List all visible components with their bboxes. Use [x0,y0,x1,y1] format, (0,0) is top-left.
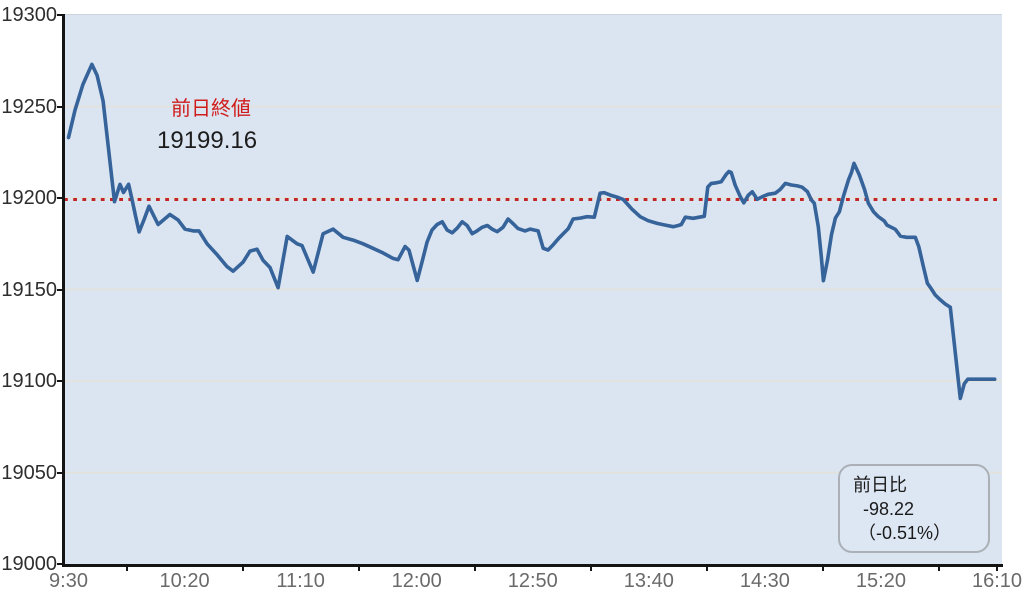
x-axis-tick [241,566,244,571]
x-axis-tick [705,566,708,571]
y-axis-tick [57,471,63,474]
daily-change-percent: （-0.51%） [858,523,952,543]
x-axis-label: 13:40 [623,570,674,592]
y-axis-tick [57,197,63,199]
daily-change-box: 前日比 -98.22 （-0.51%） [838,464,990,553]
x-axis-tick [821,566,824,571]
y-axis-label: 19200 [1,187,57,209]
y-axis-label: 19300 [1,4,57,26]
daily-change-title: 前日比 [853,475,907,495]
y-axis-label: 19250 [1,95,57,118]
x-axis-label: 15:20 [855,570,906,592]
plot-top-border [64,13,1002,15]
x-axis-tick [473,566,476,571]
x-axis-tick [357,566,360,571]
x-axis-label: 12:00 [391,570,442,592]
y-axis-label: 19150 [1,278,57,301]
y-axis-label: 19000 [1,553,57,575]
y-axis-tick [57,14,63,16]
y-axis-label: 19050 [1,461,57,484]
y-axis-label: 19100 [1,370,57,392]
previous-close-value: 19199.16 [157,127,258,154]
x-axis-tick [996,566,998,571]
x-axis-label: 12:50 [507,570,558,592]
x-axis-tick [125,566,128,571]
x-axis-label: 10:20 [159,570,210,592]
y-axis-tick [57,380,63,382]
x-axis-label: 16:10 [971,570,1023,592]
price-line-canvas [64,62,1002,474]
previous-close-label: 前日終値 [171,98,251,120]
price-line [66,62,997,401]
x-axis-label: 14:30 [739,570,790,592]
x-axis-tick [937,566,940,571]
y-axis-tick [57,105,63,108]
daily-change-value: -98.22 [863,499,915,519]
x-axis-label: 11:10 [276,570,325,592]
x-axis-label: 9:30 [49,570,88,592]
x-axis-line [62,564,1003,567]
x-axis-tick [589,566,592,571]
y-axis-tick [57,563,63,565]
y-axis-line [62,14,65,566]
y-axis-tick [57,288,63,291]
